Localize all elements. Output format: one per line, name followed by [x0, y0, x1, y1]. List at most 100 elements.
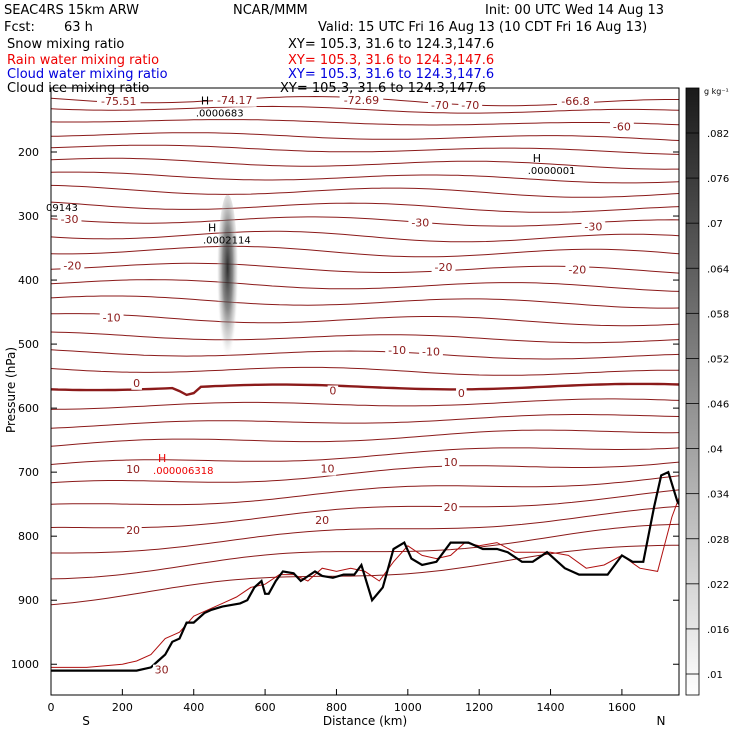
- label-background: [327, 385, 339, 398]
- temperature-label: 0: [133, 377, 140, 390]
- temperature-label: -30: [411, 217, 429, 230]
- label-background: [313, 514, 331, 527]
- temperature-contour: [51, 366, 679, 376]
- label-background: [124, 525, 142, 538]
- temperature-label: -70: [431, 99, 449, 112]
- x-tick-label: 0: [48, 701, 55, 714]
- terrain-profile: [51, 470, 679, 672]
- fcst-value: 63 h: [64, 20, 93, 35]
- valid-time: Valid: 15 UTC Fri 16 Aug 13 (10 CDT Fri …: [318, 20, 648, 35]
- extremum-marker: H: [208, 222, 216, 235]
- end-point-label: N: [657, 714, 666, 728]
- label-background: [339, 94, 384, 107]
- temperature-contour: [51, 489, 679, 529]
- temperature-contour: [51, 105, 679, 114]
- temperature-label: 20: [444, 501, 458, 514]
- extremum-marker: H: [158, 452, 166, 465]
- x-tick-label: 200: [112, 701, 133, 714]
- label-background: [153, 664, 171, 677]
- colorbar-unit: g kg⁻¹: [704, 87, 729, 96]
- temperature-label: 20: [315, 514, 329, 527]
- label-background: [131, 377, 142, 390]
- temperature-contour: [51, 505, 679, 554]
- label-background: [442, 457, 460, 470]
- colorbar-tick-label: .07: [707, 219, 723, 230]
- label-background: [385, 345, 410, 358]
- mixing-ratio-shading: [216, 194, 239, 379]
- colorbar-tick-label: .082: [707, 129, 729, 140]
- x-tick-label: 600: [255, 701, 276, 714]
- temperature-contour: [51, 184, 679, 198]
- field-rain-xy: XY= 105.3, 31.6 to 124.3,147.6: [288, 53, 495, 68]
- colorbar-tick-label: .034: [707, 490, 729, 501]
- colorbar-tick-label: .076: [707, 174, 729, 185]
- label-background: [60, 260, 85, 273]
- temperature-contour: [51, 279, 679, 292]
- y-tick-label: 500: [18, 338, 39, 351]
- surface-contour-line: [51, 497, 679, 668]
- label-background: [96, 96, 141, 109]
- plot-frame: [50, 87, 680, 696]
- colorbar-tick-label: .01: [707, 670, 723, 681]
- label-background: [212, 94, 257, 107]
- zero-degree-contour: [51, 382, 679, 397]
- colorbar-tick-label: .052: [707, 354, 729, 365]
- label-background: [57, 213, 82, 226]
- temperature-contour: [51, 295, 679, 309]
- label-background: [431, 261, 456, 274]
- start-point-label: S: [82, 714, 90, 728]
- colorbar-tick-label: .058: [707, 309, 729, 320]
- extremum-value: .0000001: [528, 166, 576, 177]
- temperature-label: -30: [584, 221, 602, 234]
- x-tick-label: 1200: [465, 701, 493, 714]
- temperature-contour: [51, 523, 679, 580]
- temperature-contour: [51, 171, 679, 184]
- extremum-marker: H: [201, 94, 209, 107]
- temperature-contour: [51, 414, 679, 429]
- temperature-label: 10: [321, 463, 335, 476]
- y-tick-label: 1000: [11, 658, 39, 671]
- temperature-label: 0: [458, 387, 465, 400]
- temperature-contour: [51, 429, 679, 447]
- colorbar-tick-label: .064: [707, 264, 729, 275]
- temperature-contour: [51, 349, 679, 360]
- temperature-contour: [51, 119, 679, 126]
- fcst-label: Fcst:: [4, 20, 35, 35]
- temperature-contour: [51, 216, 679, 227]
- field-snow-name: Snow mixing ratio: [7, 37, 125, 52]
- extremum-value: 09143: [46, 203, 78, 214]
- colorbar-tick-label: .028: [707, 535, 729, 546]
- y-tick-label: 400: [18, 274, 39, 287]
- x-tick-label: 1400: [537, 701, 565, 714]
- temperature-contour: [51, 398, 679, 410]
- field-cloudwater-name: Cloud water mixing ratio: [7, 67, 168, 82]
- temperature-label: -75.51: [101, 95, 136, 108]
- temperature-label: 10: [126, 463, 140, 476]
- temperature-label: -10: [422, 345, 440, 358]
- colorbar: [685, 87, 700, 696]
- temperature-label: -30: [61, 213, 79, 226]
- temperature-label: -66.8: [561, 95, 589, 108]
- y-tick-label: 300: [18, 210, 39, 223]
- label-background: [610, 121, 634, 134]
- temperature-label: -10: [388, 344, 406, 357]
- extremum-value: .000006318: [153, 466, 213, 477]
- label-background: [565, 264, 590, 277]
- field-cloudwater-xy: XY= 105.3, 31.6 to 124.3,147.6: [288, 67, 495, 82]
- temperature-label: -20: [63, 260, 81, 273]
- label-background: [458, 99, 483, 112]
- y-tick-label: 700: [18, 466, 39, 479]
- temperature-contour: [51, 331, 679, 344]
- colorbar-tick-label: .046: [707, 400, 729, 411]
- field-snow-xy: XY= 105.3, 31.6 to 124.3,147.6: [288, 37, 495, 52]
- temperature-label: -74.17: [217, 94, 252, 107]
- temperature-label: 20: [126, 524, 140, 537]
- temperature-contour: [51, 132, 679, 141]
- label-background: [557, 96, 595, 109]
- y-tick-label: 800: [18, 530, 39, 543]
- x-tick-label: 400: [183, 701, 204, 714]
- temperature-label: 0: [329, 384, 336, 397]
- temperature-contour: [51, 201, 679, 213]
